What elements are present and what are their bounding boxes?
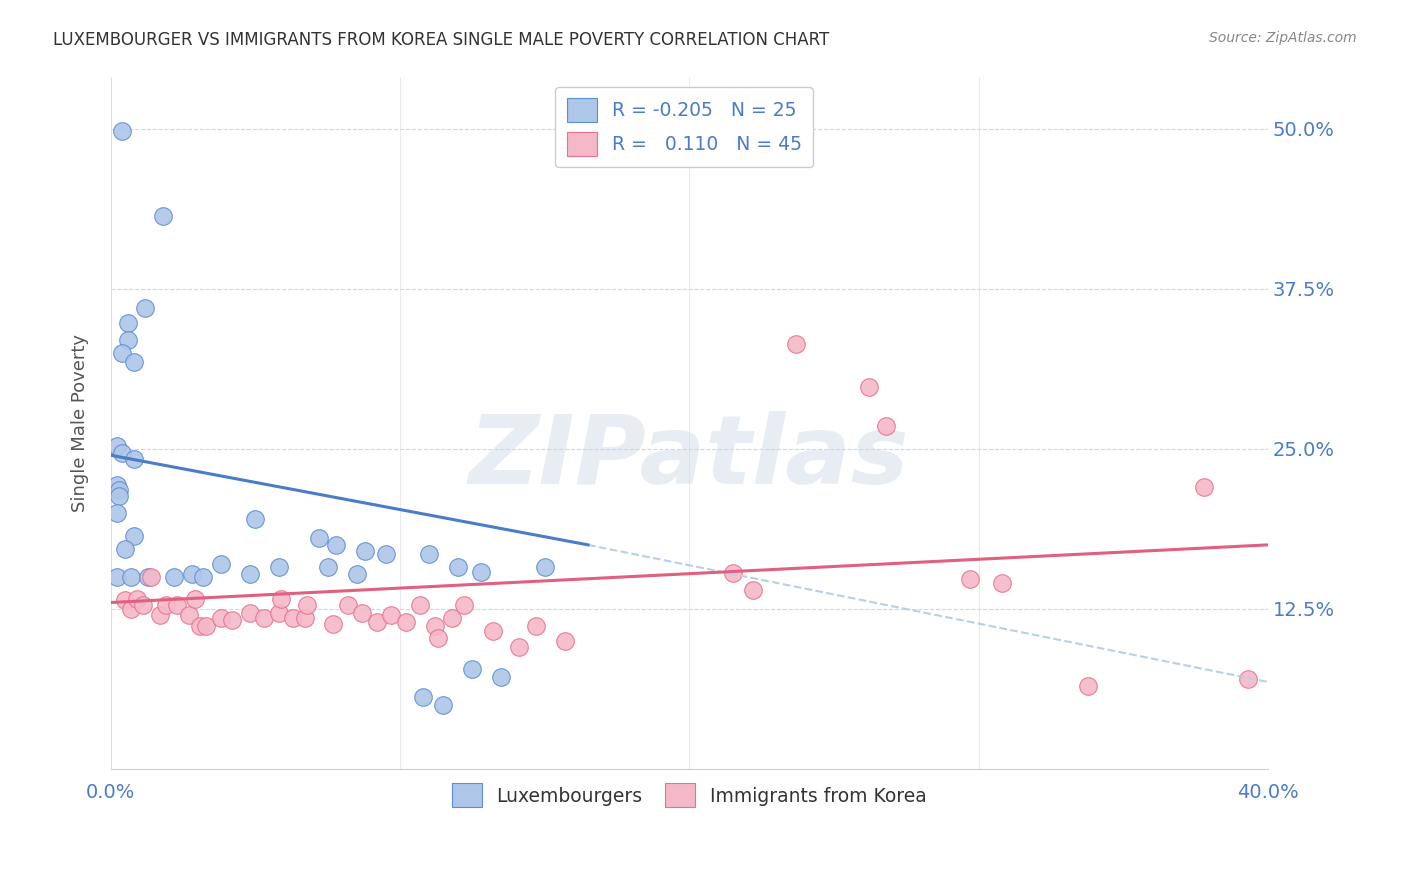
- Point: [508, 640, 530, 655]
- Point: [114, 541, 136, 556]
- Point: [453, 598, 475, 612]
- Point: [294, 611, 316, 625]
- Text: ZIPatlas: ZIPatlas: [470, 411, 910, 504]
- Point: [281, 611, 304, 625]
- Point: [426, 632, 449, 646]
- Point: [253, 611, 276, 625]
- Text: Source: ZipAtlas.com: Source: ZipAtlas.com: [1209, 31, 1357, 45]
- Point: [122, 355, 145, 369]
- Point: [138, 570, 160, 584]
- Point: [177, 608, 200, 623]
- Point: [239, 606, 262, 620]
- Point: [122, 529, 145, 543]
- Point: [316, 559, 339, 574]
- Point: [111, 124, 134, 138]
- Point: [108, 483, 131, 497]
- Point: [418, 547, 440, 561]
- Point: [875, 418, 897, 433]
- Point: [190, 618, 212, 632]
- Point: [322, 617, 344, 632]
- Point: [308, 532, 330, 546]
- Point: [120, 602, 142, 616]
- Point: [533, 559, 555, 574]
- Point: [114, 593, 136, 607]
- Point: [409, 598, 432, 612]
- Point: [1192, 480, 1215, 494]
- Text: LUXEMBOURGER VS IMMIGRANTS FROM KOREA SINGLE MALE POVERTY CORRELATION CHART: LUXEMBOURGER VS IMMIGRANTS FROM KOREA SI…: [53, 31, 830, 49]
- Point: [245, 512, 267, 526]
- Point: [134, 301, 156, 315]
- Point: [346, 567, 368, 582]
- Point: [366, 615, 388, 629]
- Point: [524, 618, 547, 632]
- Y-axis label: Single Male Poverty: Single Male Poverty: [72, 334, 89, 512]
- Point: [267, 606, 290, 620]
- Point: [1077, 679, 1099, 693]
- Point: [105, 570, 128, 584]
- Point: [239, 567, 262, 582]
- Point: [149, 608, 172, 623]
- Point: [105, 439, 128, 453]
- Point: [105, 506, 128, 520]
- Point: [141, 570, 163, 584]
- Point: [481, 624, 503, 638]
- Point: [785, 336, 807, 351]
- Point: [297, 598, 319, 612]
- Legend: Luxembourgers, Immigrants from Korea: Luxembourgers, Immigrants from Korea: [444, 776, 935, 815]
- Point: [270, 591, 292, 606]
- Point: [380, 608, 402, 623]
- Point: [412, 690, 434, 705]
- Point: [990, 576, 1012, 591]
- Point: [325, 538, 347, 552]
- Point: [267, 559, 290, 574]
- Point: [183, 591, 205, 606]
- Point: [432, 698, 454, 712]
- Point: [105, 477, 128, 491]
- Point: [152, 209, 174, 223]
- Point: [741, 582, 763, 597]
- Point: [117, 316, 139, 330]
- Point: [221, 614, 243, 628]
- Point: [120, 570, 142, 584]
- Point: [111, 445, 134, 459]
- Point: [180, 567, 202, 582]
- Point: [491, 670, 513, 684]
- Point: [959, 573, 981, 587]
- Point: [155, 598, 177, 612]
- Point: [111, 345, 134, 359]
- Point: [374, 547, 396, 561]
- Point: [195, 618, 218, 632]
- Point: [336, 598, 359, 612]
- Point: [209, 611, 232, 625]
- Point: [209, 557, 232, 571]
- Point: [163, 570, 186, 584]
- Point: [354, 544, 377, 558]
- Point: [166, 598, 188, 612]
- Point: [395, 615, 418, 629]
- Point: [447, 559, 470, 574]
- Point: [441, 611, 464, 625]
- Point: [108, 489, 131, 503]
- Point: [858, 380, 880, 394]
- Point: [122, 452, 145, 467]
- Point: [117, 333, 139, 347]
- Point: [470, 565, 492, 579]
- Point: [1236, 673, 1258, 687]
- Point: [423, 618, 446, 632]
- Point: [131, 598, 153, 612]
- Point: [554, 634, 576, 648]
- Point: [125, 591, 148, 606]
- Point: [193, 570, 215, 584]
- Point: [461, 662, 484, 676]
- Point: [352, 606, 374, 620]
- Point: [721, 566, 744, 580]
